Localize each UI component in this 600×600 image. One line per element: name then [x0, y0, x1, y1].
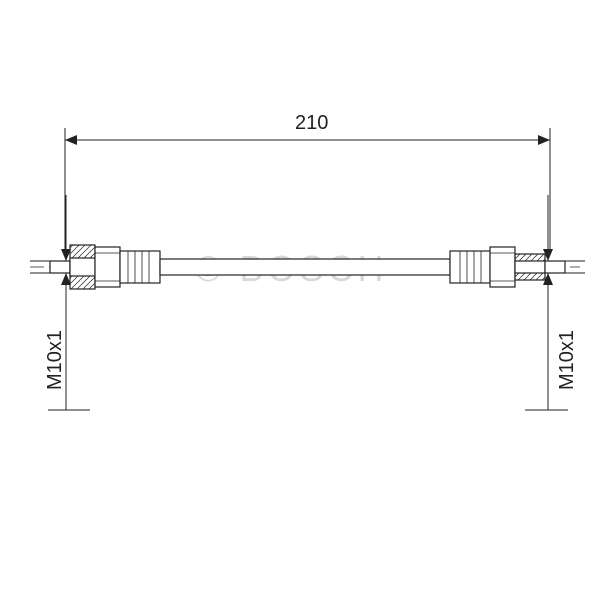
dim-overall-length [65, 128, 550, 250]
left-collar [120, 251, 160, 283]
thread-left-label: M10x1 [44, 330, 67, 390]
right-tip [545, 261, 565, 273]
drawing-svg [0, 0, 600, 600]
left-tip [50, 261, 70, 273]
thread-right-label: M10x1 [556, 330, 579, 390]
hose-body [160, 259, 450, 275]
drawing-canvas: © BOSCH [0, 0, 600, 600]
right-collar [450, 251, 490, 283]
length-value: 210 [295, 112, 328, 135]
hose-assembly [50, 245, 565, 289]
